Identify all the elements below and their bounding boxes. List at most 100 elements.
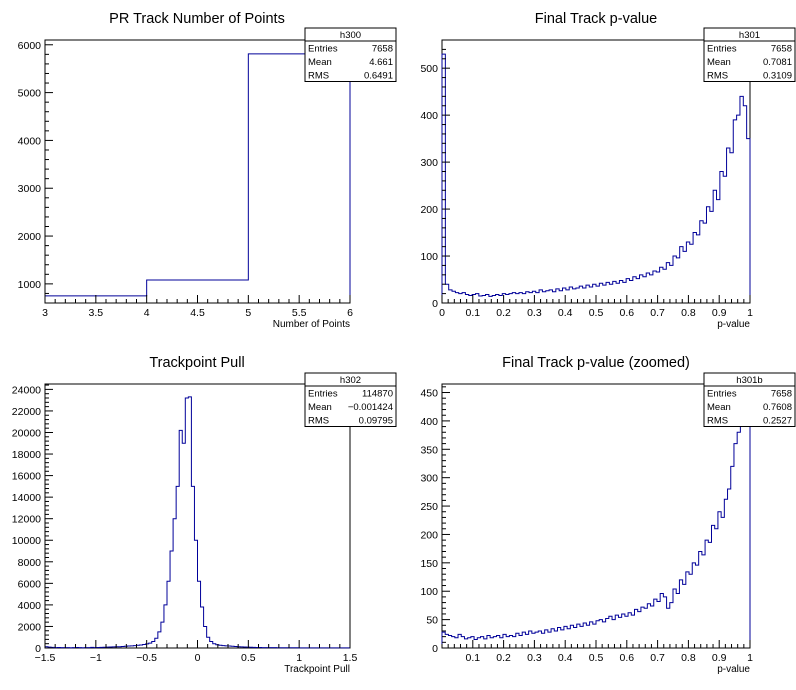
y-tick-label: 500 [420, 63, 438, 75]
stats-mean-label: Mean [707, 57, 731, 68]
histogram-series [441, 53, 751, 303]
chart-title: Final Track p-value [535, 11, 658, 27]
y-tick-label: 5000 [18, 88, 42, 100]
x-tick-label: 1 [747, 307, 753, 319]
y-tick-label: 300 [420, 473, 438, 485]
stats-histogram-name: h301b [736, 375, 762, 386]
stats-mean-label: Mean [308, 402, 332, 413]
stats-rms-value: 0.2527 [763, 416, 792, 427]
stats-entries-label: Entries [308, 389, 338, 400]
x-tick-label: 0.1 [465, 307, 480, 319]
x-tick-label: 0.2 [496, 652, 511, 664]
x-tick-label: 0.1 [465, 652, 480, 664]
y-tick-label: 100 [420, 586, 438, 598]
stats-mean-label: Mean [707, 402, 731, 413]
x-tick-label: −1.5 [35, 652, 56, 664]
x-tick-label: 0.8 [681, 307, 696, 319]
x-tick-label: 0.9 [712, 652, 727, 664]
x-tick-label: 0.7 [650, 307, 665, 319]
x-tick-label: 5 [245, 307, 251, 319]
histogram-series [44, 396, 351, 649]
x-tick-label: 0.3 [527, 652, 542, 664]
chart-title: Final Track p-value (zoomed) [502, 355, 690, 371]
plot-frame [44, 39, 351, 304]
y-tick-label: 2000 [18, 621, 42, 633]
stats-histogram-name: h300 [340, 30, 361, 41]
chart-title: PR Track Number of Points [109, 11, 285, 27]
stats-mean-value: −0.001424 [348, 402, 393, 413]
y-tick-label: 350 [420, 444, 438, 456]
y-tick-label: 100 [420, 251, 438, 263]
x-tick-label: 0.7 [650, 652, 665, 664]
y-tick-label: 2000 [18, 231, 42, 243]
y-tick-label: 4000 [18, 600, 42, 612]
stats-rms-value: 0.09795 [359, 416, 393, 427]
y-tick-label: 200 [420, 529, 438, 541]
y-tick-label: 50 [426, 615, 438, 627]
x-tick-label: 3.5 [89, 307, 104, 319]
stats-rms-label: RMS [707, 416, 728, 427]
x-tick-label: 0.2 [496, 307, 511, 319]
y-tick-label: 450 [420, 388, 438, 400]
histogram-series [441, 392, 751, 648]
x-tick-label: 0.9 [712, 307, 727, 319]
stats-rms-label: RMS [308, 416, 329, 427]
x-tick-label: 0.8 [681, 652, 696, 664]
y-tick-label: 300 [420, 157, 438, 169]
x-tick-label: 0.3 [527, 307, 542, 319]
stats-rms-value: 0.3109 [763, 71, 792, 82]
x-tick-label: 0 [195, 652, 201, 664]
x-tick-label: 1 [747, 652, 753, 664]
y-tick-label: 3000 [18, 183, 42, 195]
y-tick-label: 14000 [12, 492, 41, 504]
stats-mean-value: 0.7081 [763, 57, 792, 68]
x-tick-label: 1 [296, 652, 302, 664]
y-tick-label: 0 [432, 298, 438, 310]
x-tick-label: 4 [144, 307, 150, 319]
y-tick-label: 24000 [12, 384, 41, 396]
stats-entries-label: Entries [707, 44, 737, 55]
stats-rms-label: RMS [308, 71, 329, 82]
y-tick-label: 250 [420, 501, 438, 513]
y-tick-label: 6000 [18, 578, 42, 590]
y-tick-label: 400 [420, 110, 438, 122]
chart-title: Trackpoint Pull [149, 355, 244, 371]
x-axis-label: Number of Points [273, 319, 350, 330]
x-tick-label: −0.5 [136, 652, 157, 664]
stats-rms-label: RMS [707, 71, 728, 82]
x-tick-label: 0.6 [619, 307, 634, 319]
y-tick-label: 4000 [18, 135, 42, 147]
x-tick-label: 5.5 [292, 307, 307, 319]
stats-entries-label: Entries [707, 389, 737, 400]
stats-histogram-name: h302 [340, 375, 361, 386]
x-tick-label: 1.5 [343, 652, 358, 664]
stats-mean-label: Mean [308, 57, 332, 68]
y-tick-label: 16000 [12, 471, 41, 483]
histogram-panel-3: Final Track p-value (zoomed) 0.1 0.2 0.3 0.4… [420, 355, 796, 675]
y-tick-label: 12000 [12, 514, 41, 526]
y-tick-label: 22000 [12, 406, 41, 418]
x-tick-label: 6 [347, 307, 353, 319]
y-tick-label: 20000 [12, 427, 41, 439]
stats-entries-value: 114870 [362, 389, 393, 400]
x-axis-label: p-value [717, 664, 750, 675]
x-tick-label: 0.5 [589, 307, 604, 319]
y-tick-label: 400 [420, 416, 438, 428]
y-tick-label: 10000 [12, 535, 41, 547]
x-tick-label: 0.5 [589, 652, 604, 664]
histogram-panel-0: PR Track Number of Points 3 3.5 4 4.5 5 5.5 6 10… [18, 11, 397, 330]
y-tick-label: 0 [432, 643, 438, 655]
y-tick-label: 200 [420, 204, 438, 216]
histogram-series [44, 53, 351, 303]
x-tick-label: 3 [42, 307, 48, 319]
stats-entries-value: 7658 [771, 44, 792, 55]
x-tick-label: −1 [90, 652, 102, 664]
x-axis-label: p-value [717, 319, 750, 330]
stats-histogram-name: h301 [739, 30, 760, 41]
y-tick-label: 1000 [18, 279, 42, 291]
y-tick-label: 8000 [18, 557, 42, 569]
plot-frame [44, 383, 351, 649]
y-tick-label: 0 [35, 643, 41, 655]
